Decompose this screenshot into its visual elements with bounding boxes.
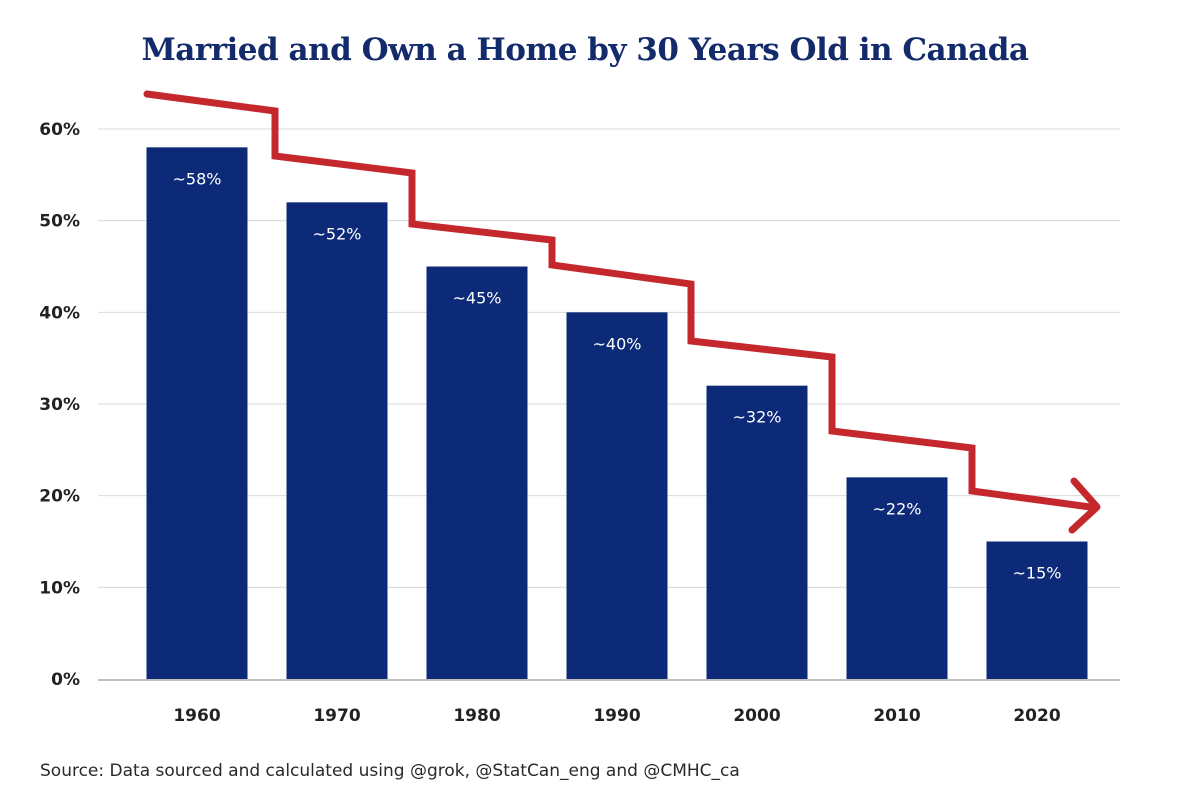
bar-data-label: ~40% — [593, 334, 642, 353]
y-tick-label: 30% — [39, 395, 80, 415]
bar — [566, 312, 668, 679]
y-axis-labels: 0% 10% 20% 30% 40% 50% 60% — [39, 120, 80, 690]
bar — [706, 385, 808, 679]
x-tick-label: 1960 — [173, 706, 220, 726]
bar-data-label: ~22% — [873, 499, 922, 518]
y-tick-label: 40% — [39, 303, 80, 323]
x-tick-label: 1990 — [593, 706, 640, 726]
x-tick-label: 1970 — [313, 706, 360, 726]
bar — [426, 266, 528, 679]
bar-data-label: ~32% — [733, 408, 782, 427]
y-tick-label: 20% — [39, 487, 80, 507]
trend-arrowhead — [1068, 477, 1101, 534]
bars — [146, 147, 1088, 680]
trend-line — [143, 90, 1094, 511]
y-tick-label: 60% — [39, 120, 80, 140]
x-tick-label: 2000 — [733, 706, 780, 726]
bar-data-label: ~58% — [173, 169, 222, 188]
y-tick-label: 0% — [51, 670, 80, 690]
bar-data-label: ~15% — [1013, 564, 1062, 583]
bar — [846, 477, 948, 679]
x-tick-label: 1980 — [453, 706, 500, 726]
bar — [146, 147, 248, 680]
y-tick-label: 50% — [39, 212, 80, 232]
bar — [986, 541, 1088, 679]
x-axis-labels: 1960 1970 1980 1990 2000 2010 2020 — [173, 706, 1060, 726]
bar-data-label: ~52% — [313, 224, 362, 243]
x-tick-label: 2020 — [1013, 706, 1060, 726]
bar — [286, 202, 388, 680]
x-tick-label: 2010 — [873, 706, 920, 726]
trend-arrow — [143, 90, 1101, 534]
y-tick-label: 10% — [39, 578, 80, 598]
source-note: Source: Data sourced and calculated usin… — [40, 761, 740, 781]
chart-title: Married and Own a Home by 30 Years Old i… — [141, 32, 1029, 68]
bar-data-label: ~45% — [453, 289, 502, 308]
bar-data-labels: ~58% ~52% ~45% ~40% ~32% ~22% ~15% — [173, 169, 1062, 582]
